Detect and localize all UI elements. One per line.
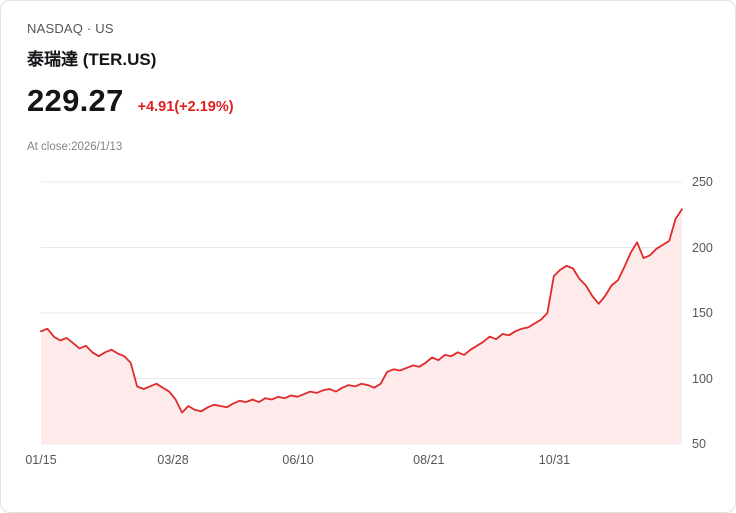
y-axis-label: 150	[692, 306, 713, 320]
stock-name: 泰瑞達 (TER.US)	[27, 50, 157, 69]
x-axis-label: 01/15	[25, 453, 57, 467]
x-axis-label: 08/21	[413, 453, 445, 467]
price-area-fill	[41, 209, 682, 444]
x-axis: 01/15 03/28 06/10 08/21 10/31	[25, 453, 682, 469]
y-axis: 250 200 150 100 50	[692, 175, 734, 451]
price-chart	[40, 181, 683, 445]
x-axis-label: 03/28	[157, 453, 189, 467]
x-axis-label: 06/10	[282, 453, 314, 467]
current-price: 229.27	[27, 83, 124, 118]
market-exchange-label: NASDAQ · US	[27, 21, 114, 36]
price-chart-svg	[40, 181, 683, 445]
x-axis-label: 10/31	[538, 453, 571, 467]
y-axis-label: 250	[692, 175, 713, 189]
price-row: 229.27 +4.91(+2.19%)	[27, 83, 234, 119]
price-change: +4.91(+2.19%)	[137, 99, 234, 115]
y-axis-label: 50	[692, 437, 706, 451]
y-axis-label: 200	[692, 240, 713, 255]
as-of-timestamp: At close:2026/1/13	[27, 141, 123, 153]
price-line	[40, 208, 683, 414]
y-axis-label: 100	[692, 371, 713, 386]
